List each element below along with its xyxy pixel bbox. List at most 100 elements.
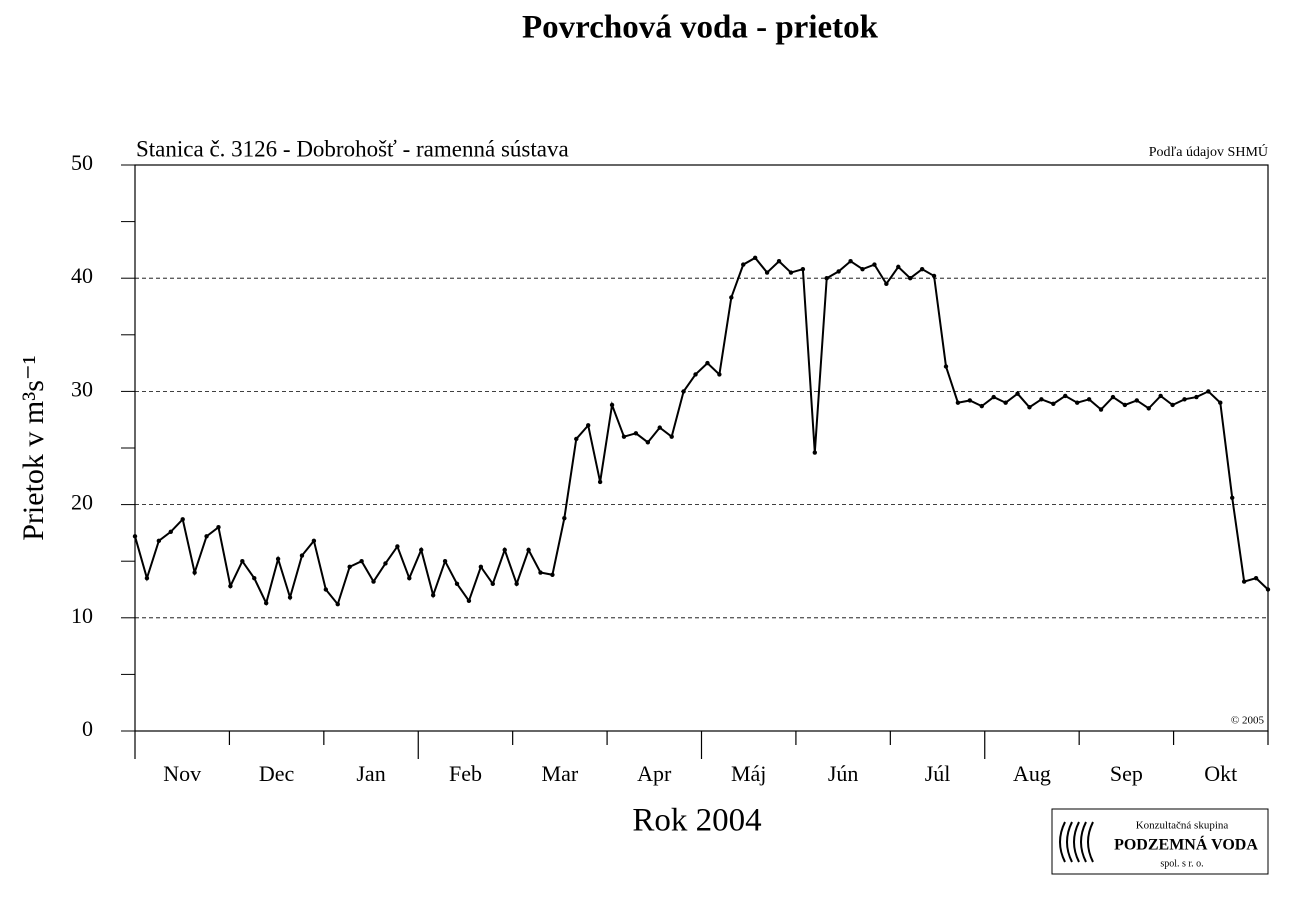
data-point [586,423,591,428]
data-point [478,564,484,570]
x-tick-label: Máj [731,761,766,786]
data-point [717,372,722,377]
data-point [1146,406,1151,411]
chart-title: Povrchová voda - prietok [522,10,879,46]
x-tick-label: Jún [828,761,859,786]
data-point [1158,393,1163,399]
data-point [836,269,841,274]
plot-frame [134,164,1269,732]
y-tick-label: 0 [82,716,93,741]
y-tick-label: 30 [71,376,93,401]
y-tick-label: 20 [71,490,93,515]
data-point [1063,393,1068,399]
y-tick-label: 10 [71,603,93,628]
x-tick-label: Mar [542,761,579,786]
logo-text: Konzultačná skupina [1136,820,1229,832]
y-tick-label: 50 [71,150,93,175]
data-point [287,595,293,600]
x-tick-label: Apr [637,761,672,786]
data-point [323,587,329,592]
data-point [1206,389,1211,394]
data-point [359,559,364,564]
logo-text: spol. s r. o. [1160,858,1203,869]
data-point [228,583,233,589]
data-point [371,579,376,584]
data-point [824,276,829,281]
data-point [860,266,865,272]
data-point [1218,400,1223,405]
data-point [168,529,173,534]
data-point [812,450,817,455]
data-point [419,547,424,553]
data-point [741,262,746,267]
data-point [1122,402,1128,408]
data-point [884,281,889,287]
data-point [633,431,639,436]
data-point [1110,394,1116,400]
data-point [514,581,519,587]
data-point [1015,391,1020,396]
data-point [490,581,495,587]
copyright: © 2005 [1231,715,1265,727]
data-point [752,255,758,261]
data-point [955,400,961,405]
data-point [311,538,317,544]
y-axis-label: Prietok v m³s⁻¹ [17,355,50,541]
source: Podľa údajov SHMÚ [1149,143,1268,160]
data-point [800,266,806,272]
data-point [407,575,412,581]
data-point [705,360,710,366]
data-point [526,547,531,553]
x-axis-label: Rok 2004 [632,803,761,839]
data-point [132,534,138,539]
data-point [1241,579,1247,584]
data-point [1253,575,1259,581]
x-tick-label: Feb [449,761,482,786]
data-point [1194,394,1199,400]
x-tick-label: Dec [259,761,295,786]
x-tick-label: Jan [356,761,385,786]
data-point [347,564,352,570]
data-point [1134,398,1140,403]
logo-text: PODZEMNÁ VODA [1114,835,1258,854]
data-point [192,570,197,575]
data-point [669,434,674,439]
data-point [848,259,853,264]
data-point [764,270,770,275]
data-point [609,402,615,408]
data-point [383,561,388,566]
data-point [645,440,651,445]
data-point [991,394,996,400]
data-point [693,372,698,377]
data-point [657,425,662,430]
data-point [931,273,937,279]
data-point [919,266,925,272]
logo-icon [1059,821,1094,863]
data-point [502,547,507,553]
data-point [597,479,603,485]
data-point [442,559,448,564]
x-tick-label: Aug [1013,761,1051,786]
data-point [943,364,949,369]
data-point [275,556,281,562]
data-point [1182,397,1187,402]
data-point [1086,397,1092,402]
subtitle: Stanica č. 3126 - Dobrohošť - ramenná sú… [136,136,569,161]
data-point [776,259,782,264]
data-point [299,553,305,558]
data-point [1074,400,1080,405]
x-tick-label: Okt [1204,761,1237,786]
data-point [1098,407,1104,412]
data-point [1265,587,1271,592]
data-point [979,403,984,409]
data-point [872,262,877,267]
data-point [454,581,460,587]
data-point [908,276,913,281]
data-point [1230,495,1235,501]
data-point [538,570,543,575]
logo-frame [1051,808,1269,875]
data-point [574,436,579,442]
x-tick-label: Nov [163,761,201,786]
